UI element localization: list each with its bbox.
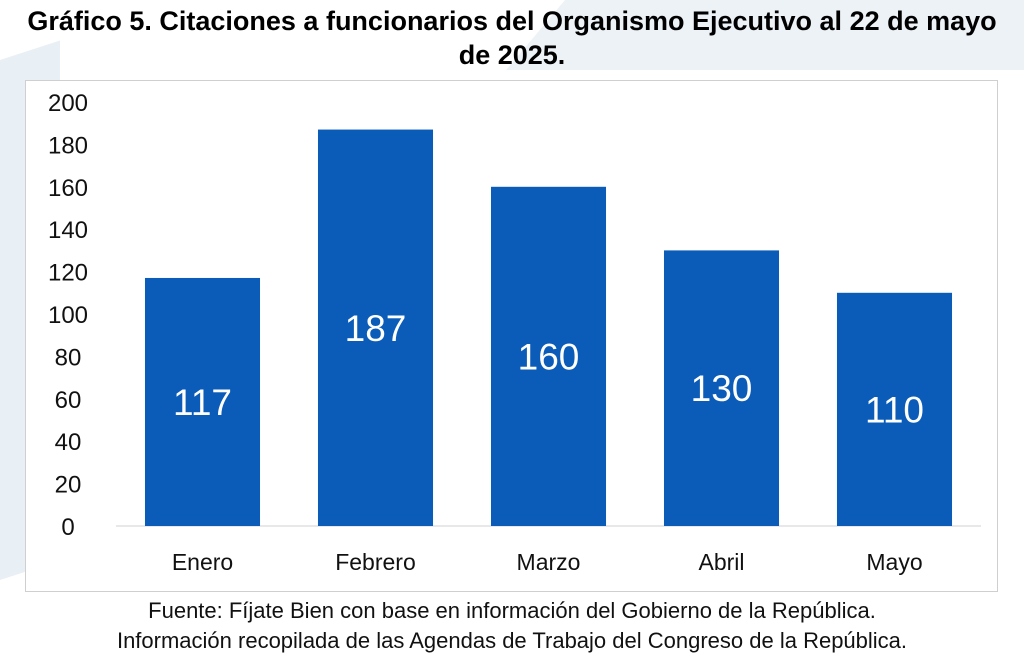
y-tick-label: 40 (55, 429, 82, 456)
x-tick-label: Marzo (517, 549, 581, 575)
y-tick-label: 60 (55, 387, 82, 414)
data-label: 187 (345, 308, 407, 349)
y-tick-label: 180 (48, 132, 88, 159)
bar-enero (144, 277, 261, 526)
x-tick-label: Mayo (866, 549, 922, 575)
bar-marzo (490, 186, 607, 527)
y-tick-label: 160 (48, 175, 88, 202)
bar-chart: 0 20 40 60 80 100 120 140 160 180 200 117 Enero 187 Fe… (48, 90, 981, 575)
chart-title: Gráfico 5. Citaciones a funcionarios del… (27, 6, 997, 70)
bar-abril (663, 250, 780, 526)
data-label: 110 (865, 389, 924, 430)
x-tick-label: Febrero (335, 549, 416, 575)
data-label: 117 (173, 382, 232, 423)
x-tick-label: Enero (172, 549, 233, 575)
chart-footer: Fuente: Fíjate Bien con base en informac… (10, 596, 1014, 656)
y-tick-label: 140 (48, 217, 88, 244)
y-tick-label: 200 (48, 90, 88, 117)
y-tick-label: 20 (55, 472, 82, 499)
y-tick-label: 100 (48, 302, 88, 329)
data-label: 130 (691, 368, 753, 409)
bar-febrero (317, 129, 434, 526)
data-label: 160 (518, 336, 580, 377)
x-tick-label: Abril (698, 549, 744, 575)
y-tick-label: 120 (48, 260, 88, 287)
y-tick-label: 80 (55, 344, 82, 371)
y-tick-label: 0 (61, 514, 74, 541)
collection-note: Información recopilada de las Agendas de… (116, 628, 908, 653)
chart-frame: 0 20 40 60 80 100 120 140 160 180 200 117 Enero 187 Fe… (25, 80, 998, 592)
bar-mayo (836, 292, 953, 526)
source-note: Fuente: Fíjate Bien con base en informac… (148, 598, 876, 623)
